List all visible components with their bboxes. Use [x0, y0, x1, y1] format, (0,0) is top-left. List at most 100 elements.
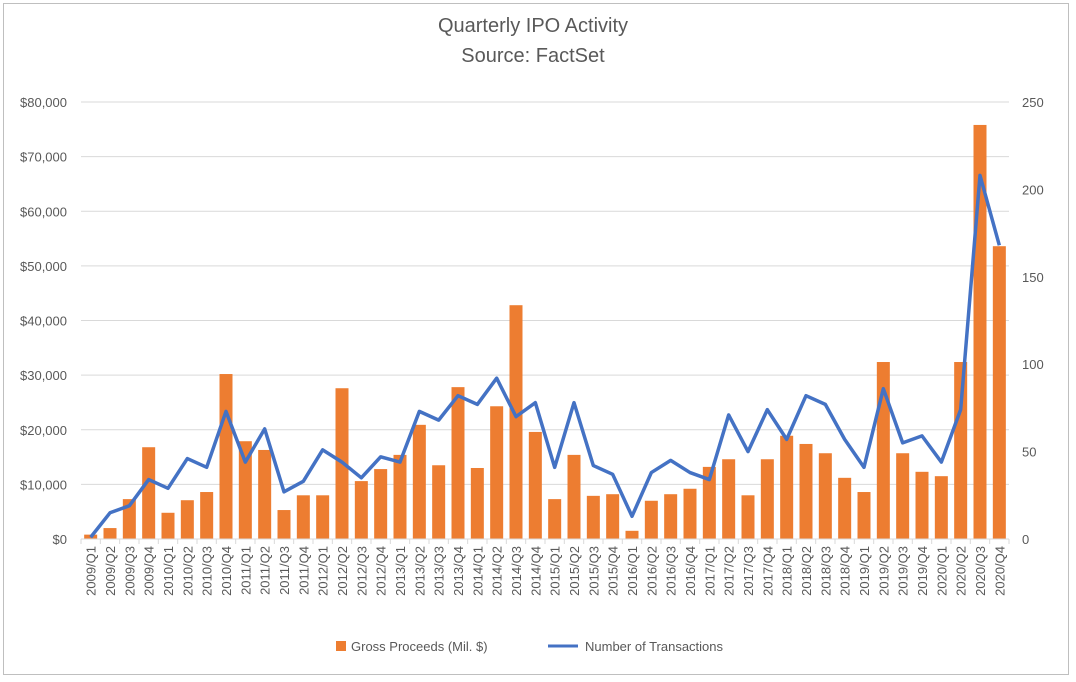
legend-label-proceeds: Gross Proceeds (Mil. $) [351, 639, 488, 654]
x-tick-label: 2019/Q2 [876, 546, 891, 596]
bar-gross-proceeds [103, 528, 117, 539]
bar-gross-proceeds [760, 459, 774, 539]
bar-gross-proceeds [451, 387, 465, 539]
bar-gross-proceeds [857, 492, 871, 539]
bar-gross-proceeds [296, 495, 310, 539]
x-tick-label: 2018/Q1 [780, 546, 795, 596]
x-tick-label: 2013/Q1 [393, 546, 408, 596]
y-right-tick-label: 100 [1022, 357, 1044, 372]
legend: Gross Proceeds (Mil. $) Number of Transa… [336, 639, 724, 654]
bar-gross-proceeds [625, 530, 639, 539]
y-right-tick-label: 0 [1022, 532, 1029, 547]
x-tick-label: 2013/Q4 [451, 546, 466, 596]
bar-gross-proceeds [548, 499, 562, 539]
bar-gross-proceeds [741, 495, 755, 539]
x-tick-label: 2009/Q1 [84, 546, 99, 596]
bar-gross-proceeds [702, 466, 716, 539]
x-tick-label: 2017/Q2 [722, 546, 737, 596]
x-tick-label: 2016/Q1 [625, 546, 640, 596]
x-tick-label: 2011/Q1 [238, 546, 253, 595]
bar-gross-proceeds [432, 465, 446, 539]
bar-gross-proceeds [412, 424, 426, 539]
y-left-tick-label: $20,000 [20, 423, 67, 438]
bar-gross-proceeds [799, 443, 813, 539]
legend-label-transactions: Number of Transactions [585, 639, 724, 654]
bar-gross-proceeds [780, 435, 794, 539]
y-right-tick-label: 50 [1022, 445, 1036, 460]
x-tick-label: 2018/Q3 [818, 546, 833, 596]
legend-swatch-proceeds [336, 641, 346, 651]
bar-gross-proceeds [490, 406, 504, 539]
chart-subtitle: Source: FactSet [461, 45, 605, 67]
bar-gross-proceeds [374, 469, 388, 539]
x-tick-label: 2018/Q4 [838, 546, 853, 596]
bar-gross-proceeds [528, 431, 542, 539]
x-tick-label: 2016/Q4 [683, 546, 698, 596]
chart-title: Quarterly IPO Activity [438, 15, 628, 37]
x-tick-label: 2011/Q2 [258, 546, 273, 595]
x-tick-label: 2014/Q2 [490, 546, 505, 596]
x-tick-label: 2015/Q3 [586, 546, 601, 596]
bar-gross-proceeds [316, 495, 330, 539]
x-tick-label: 2010/Q4 [219, 546, 234, 596]
bar-gross-proceeds [142, 447, 156, 539]
x-tick-label: 2015/Q4 [606, 546, 621, 596]
bar-gross-proceeds [818, 453, 832, 539]
bar-gross-proceeds [934, 476, 948, 539]
bar-gross-proceeds [122, 499, 136, 539]
bar-gross-proceeds [509, 305, 523, 539]
y-left-tick-label: $50,000 [20, 259, 67, 274]
x-tick-label: 2009/Q4 [142, 546, 157, 596]
x-tick-label: 2012/Q2 [335, 546, 350, 596]
bar-gross-proceeds [238, 441, 252, 539]
x-tick-label: 2014/Q1 [470, 546, 485, 596]
bar-gross-proceeds [200, 492, 214, 539]
x-tick-label: 2017/Q1 [702, 546, 717, 596]
x-tick-label: 2020/Q2 [954, 546, 969, 596]
x-tick-label: 2014/Q4 [528, 546, 543, 596]
bar-gross-proceeds [180, 500, 194, 539]
x-tick-label: 2020/Q3 [973, 546, 988, 596]
x-tick-label: 2010/Q3 [200, 546, 215, 596]
x-tick-label: 2016/Q3 [664, 546, 679, 596]
bar-gross-proceeds [161, 512, 175, 539]
bar-gross-proceeds [354, 481, 368, 539]
x-tick-label: 2016/Q2 [644, 546, 659, 596]
x-tick-label: 2017/Q4 [760, 546, 775, 596]
bar-gross-proceeds [838, 477, 852, 539]
bar-gross-proceeds [896, 453, 910, 539]
x-tick-label: 2020/Q4 [992, 546, 1007, 596]
y-left-tick-label: $80,000 [20, 95, 67, 110]
x-tick-label: 2013/Q3 [432, 546, 447, 596]
x-tick-label: 2012/Q4 [374, 546, 389, 596]
x-tick-label: 2019/Q4 [915, 546, 930, 596]
y-left-tick-label: $60,000 [20, 204, 67, 219]
y-left-tick-label: $0 [53, 532, 67, 547]
x-tick-label: 2015/Q1 [548, 546, 563, 596]
x-tick-label: 2011/Q3 [277, 546, 292, 595]
x-tick-label: 2009/Q3 [122, 546, 137, 596]
y-right-tick-label: 150 [1022, 270, 1044, 285]
y-right-tick-label: 250 [1022, 95, 1044, 110]
y-left-tick-label: $30,000 [20, 368, 67, 383]
x-tick-label: 2019/Q3 [896, 546, 911, 596]
x-tick-label: 2019/Q1 [857, 546, 872, 596]
x-tick-label: 2015/Q2 [567, 546, 582, 596]
bar-gross-proceeds [683, 488, 697, 539]
bar-gross-proceeds [992, 246, 1006, 539]
line-number-of-transactions [89, 173, 1002, 539]
bar-gross-proceeds [567, 454, 581, 539]
x-tick-label: 2009/Q2 [103, 546, 118, 596]
y-right-tick-label: 200 [1022, 182, 1044, 197]
x-tick-label: 2010/Q2 [180, 546, 195, 596]
bar-gross-proceeds [258, 449, 272, 539]
bar-gross-proceeds [586, 495, 600, 539]
x-tick-label: 2013/Q2 [412, 546, 427, 596]
x-tick-label: 2011/Q4 [296, 546, 311, 595]
bar-gross-proceeds [664, 494, 678, 539]
x-tick-label: 2020/Q1 [934, 546, 949, 596]
bar-gross-proceeds [644, 500, 658, 539]
bar-gross-proceeds [915, 471, 929, 539]
bar-gross-proceeds [722, 459, 736, 539]
